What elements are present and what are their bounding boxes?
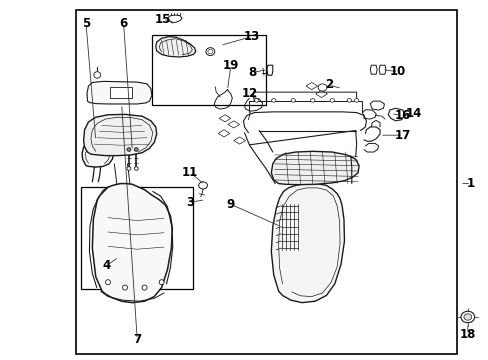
Text: 18: 18 <box>459 328 475 341</box>
Bar <box>76 10 456 354</box>
Ellipse shape <box>205 48 214 55</box>
Text: 2: 2 <box>324 78 332 91</box>
Bar <box>81 187 193 289</box>
Ellipse shape <box>290 99 295 102</box>
Polygon shape <box>271 184 344 303</box>
Ellipse shape <box>346 99 351 102</box>
Ellipse shape <box>310 99 314 102</box>
Text: 14: 14 <box>405 107 422 120</box>
Polygon shape <box>83 114 157 156</box>
Text: 12: 12 <box>241 87 257 100</box>
Ellipse shape <box>142 285 147 290</box>
Ellipse shape <box>329 99 334 102</box>
Text: 11: 11 <box>182 166 198 179</box>
Bar <box>110 87 132 98</box>
Ellipse shape <box>159 280 163 285</box>
Text: 3: 3 <box>185 196 194 209</box>
Ellipse shape <box>354 99 358 102</box>
Text: 1: 1 <box>466 177 474 190</box>
Text: 9: 9 <box>226 198 235 211</box>
Text: 13: 13 <box>243 30 260 43</box>
Polygon shape <box>87 81 152 104</box>
Ellipse shape <box>460 311 474 323</box>
Text: 19: 19 <box>222 59 239 72</box>
Text: 7: 7 <box>133 333 141 346</box>
Ellipse shape <box>127 167 131 170</box>
Text: 10: 10 <box>389 65 406 78</box>
Text: 15: 15 <box>155 13 171 26</box>
Text: 5: 5 <box>81 17 90 30</box>
Text: 4: 4 <box>102 259 111 272</box>
Ellipse shape <box>198 182 207 189</box>
Ellipse shape <box>271 99 275 102</box>
Ellipse shape <box>463 314 471 320</box>
Text: 17: 17 <box>394 129 410 142</box>
Polygon shape <box>82 140 114 167</box>
Ellipse shape <box>127 148 131 151</box>
Ellipse shape <box>94 72 101 78</box>
Ellipse shape <box>207 49 212 54</box>
Polygon shape <box>92 184 172 303</box>
Ellipse shape <box>134 167 138 170</box>
Text: 16: 16 <box>394 109 410 122</box>
Ellipse shape <box>105 280 110 285</box>
Ellipse shape <box>134 148 138 151</box>
Ellipse shape <box>122 285 127 290</box>
Text: 8: 8 <box>248 66 256 79</box>
Polygon shape <box>156 37 195 57</box>
Ellipse shape <box>254 99 258 102</box>
Bar <box>152 35 266 105</box>
Text: 6: 6 <box>119 17 127 30</box>
Ellipse shape <box>318 84 326 91</box>
Polygon shape <box>271 151 358 185</box>
